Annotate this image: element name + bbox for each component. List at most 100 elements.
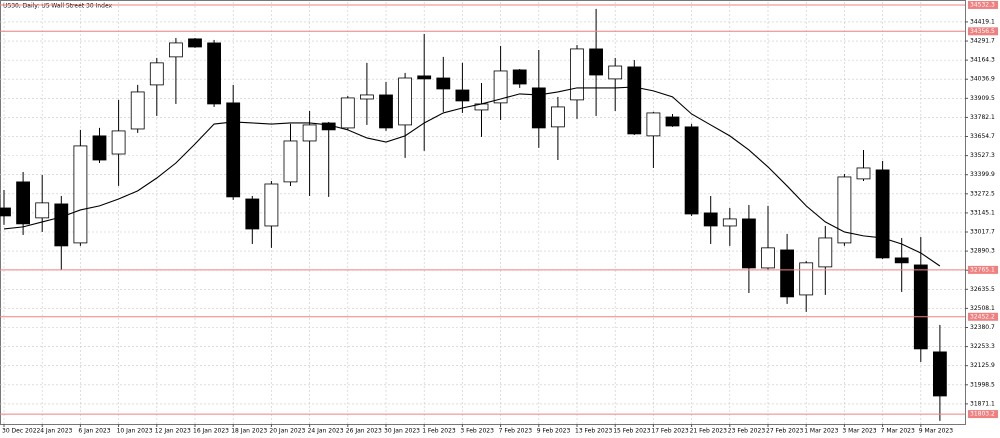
y-tick-label: 34036.9 — [970, 76, 995, 83]
level-label-box — [968, 410, 998, 419]
candle-body — [207, 42, 222, 105]
candle-body — [875, 169, 890, 259]
level-label-box — [968, 27, 998, 36]
candle-body — [933, 351, 947, 397]
x-tick-label: 6 Jan 2023 — [78, 428, 110, 435]
x-tick-label: 12 Jan 2023 — [155, 428, 191, 435]
y-tick-label: 33909.5 — [970, 95, 995, 102]
level-label-box — [968, 265, 998, 274]
y-tick-label: 31998.5 — [970, 381, 995, 388]
candle-body — [111, 130, 126, 155]
x-tick-label: 4 Jan 2023 — [40, 428, 72, 435]
candle-body — [54, 203, 69, 247]
x-tick-label: 30 Jan 2023 — [384, 428, 420, 435]
candle-body — [856, 167, 871, 180]
candle-body — [0, 207, 11, 217]
candle-body — [359, 94, 374, 100]
x-tick-label: 1 Mar 2023 — [804, 428, 838, 435]
candle-body — [837, 176, 852, 244]
candle-body — [684, 126, 699, 215]
candle-body — [761, 247, 775, 269]
candle-body — [379, 94, 393, 129]
y-tick-label: 34419.1 — [970, 18, 995, 25]
x-tick-label: 23 Feb 2023 — [728, 428, 766, 435]
x-tick-label: 10 Jan 2023 — [117, 428, 153, 435]
candle-body — [646, 112, 661, 137]
candle-body — [283, 140, 298, 183]
level-label: 34356.5 — [970, 28, 995, 35]
candle-body — [627, 66, 642, 135]
x-tick-label: 7 Feb 2023 — [499, 428, 533, 435]
y-tick-label: 34291.7 — [970, 38, 995, 45]
y-tick-label: 32253.3 — [970, 343, 995, 350]
level-label: 34532.3 — [970, 1, 995, 8]
candle-body — [92, 135, 107, 161]
candle-body — [531, 87, 546, 129]
level-label: 31803.2 — [970, 411, 995, 418]
x-tick-label: 16 Jan 2023 — [193, 428, 229, 435]
x-tick-label: 9 Feb 2023 — [537, 428, 571, 435]
x-tick-label: 27 Feb 2023 — [766, 428, 804, 435]
candle-body — [818, 237, 833, 268]
x-tick-label: 17 Feb 2023 — [651, 428, 689, 435]
level-label-box — [968, 312, 998, 321]
x-tick-label: 3 Mar 2023 — [842, 428, 876, 435]
y-tick-label: 33017.7 — [970, 229, 995, 236]
candle-body — [264, 183, 279, 227]
candle-body — [608, 65, 623, 80]
candle-body — [168, 42, 183, 58]
candle-body — [589, 48, 603, 76]
candle-body — [417, 75, 432, 80]
level-label-box — [968, 0, 998, 9]
candle-body — [16, 181, 31, 225]
y-tick-label: 33527.3 — [970, 152, 995, 159]
candle-body — [340, 97, 355, 129]
candle-body — [722, 218, 737, 227]
candle-body — [780, 249, 794, 298]
x-tick-label: 7 Mar 2023 — [881, 428, 915, 435]
candle-body — [551, 106, 565, 128]
x-tick-label: 24 Jan 2023 — [308, 428, 344, 435]
x-tick-label: 30 Dec 2022 — [2, 428, 41, 435]
y-tick-label: 32125.9 — [970, 362, 995, 369]
candle-body — [436, 77, 451, 90]
candle-body — [665, 116, 680, 127]
y-tick-label: 33782.1 — [970, 114, 995, 121]
y-tick-label: 31871.1 — [970, 400, 995, 407]
candle-body — [742, 218, 756, 269]
y-tick-label: 33272.5 — [970, 190, 995, 197]
y-tick-label: 32380.7 — [970, 324, 995, 331]
y-tick-label: 32635.5 — [970, 286, 995, 293]
x-tick-label: 1 Feb 2023 — [422, 428, 456, 435]
level-label: 32765.1 — [970, 266, 995, 273]
chart-title: US30, Daily: US Wall Street 30 Index — [3, 3, 113, 10]
candle-body — [799, 262, 814, 296]
candle-body — [703, 212, 718, 227]
candle-body — [493, 70, 508, 104]
candle-body — [913, 264, 928, 350]
x-tick-label: 18 Jan 2023 — [231, 428, 267, 435]
candle-body — [130, 91, 145, 130]
x-tick-label: 26 Jan 2023 — [346, 428, 382, 435]
x-tick-label: 9 Mar 2023 — [919, 428, 953, 435]
level-label: 32452.2 — [970, 313, 995, 320]
plot-frame — [0, 0, 966, 425]
candle-body — [398, 77, 413, 126]
x-tick-label: 21 Feb 2023 — [690, 428, 728, 435]
moving-average-line — [3, 86, 941, 267]
candle-body — [570, 48, 584, 101]
candle-body — [245, 198, 260, 230]
candle-body — [894, 257, 909, 264]
x-tick-label: 13 Feb 2023 — [575, 428, 613, 435]
x-tick-label: 3 Feb 2023 — [460, 428, 494, 435]
y-tick-label: 33654.7 — [970, 133, 995, 140]
candle-body — [455, 89, 470, 102]
candle-body — [512, 69, 527, 85]
candle-body — [188, 38, 202, 48]
x-tick-label: 15 Feb 2023 — [613, 428, 651, 435]
x-tick-label: 20 Jan 2023 — [269, 428, 305, 435]
candle-body — [73, 145, 88, 244]
candle-body — [35, 202, 50, 219]
y-tick-label: 34164.3 — [970, 57, 995, 64]
